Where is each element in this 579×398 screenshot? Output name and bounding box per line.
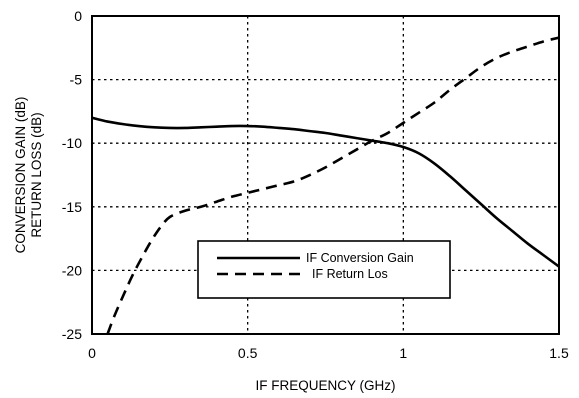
x-tick-label: 0 [88,345,96,361]
x-tick-label: 1.5 [549,345,569,361]
y-tick-label: -10 [62,135,82,151]
y-tick-label: -20 [62,262,82,278]
y-tick-label: -5 [70,72,83,88]
x-tick-label: 0.5 [238,345,258,361]
y-tick-label: 0 [74,8,82,24]
x-axis-title: IF FREQUENCY (GHz) [255,378,395,393]
legend-label: IF Return Los [312,267,388,281]
legend: IF Conversion Gain IF Return Los [198,241,450,298]
y-tick-label: -25 [62,326,82,342]
x-tick-label: 1 [399,345,407,361]
y-axis-title-line: CONVERSION GAIN (dB) [13,97,28,254]
legend-label: IF Conversion Gain [306,251,414,265]
y-tick-label: -15 [62,199,82,215]
y-axis-title: CONVERSION GAIN (dB) RETURN LOSS (dB) [13,97,44,254]
y-axis-title-line: RETURN LOSS (dB) [29,112,44,237]
